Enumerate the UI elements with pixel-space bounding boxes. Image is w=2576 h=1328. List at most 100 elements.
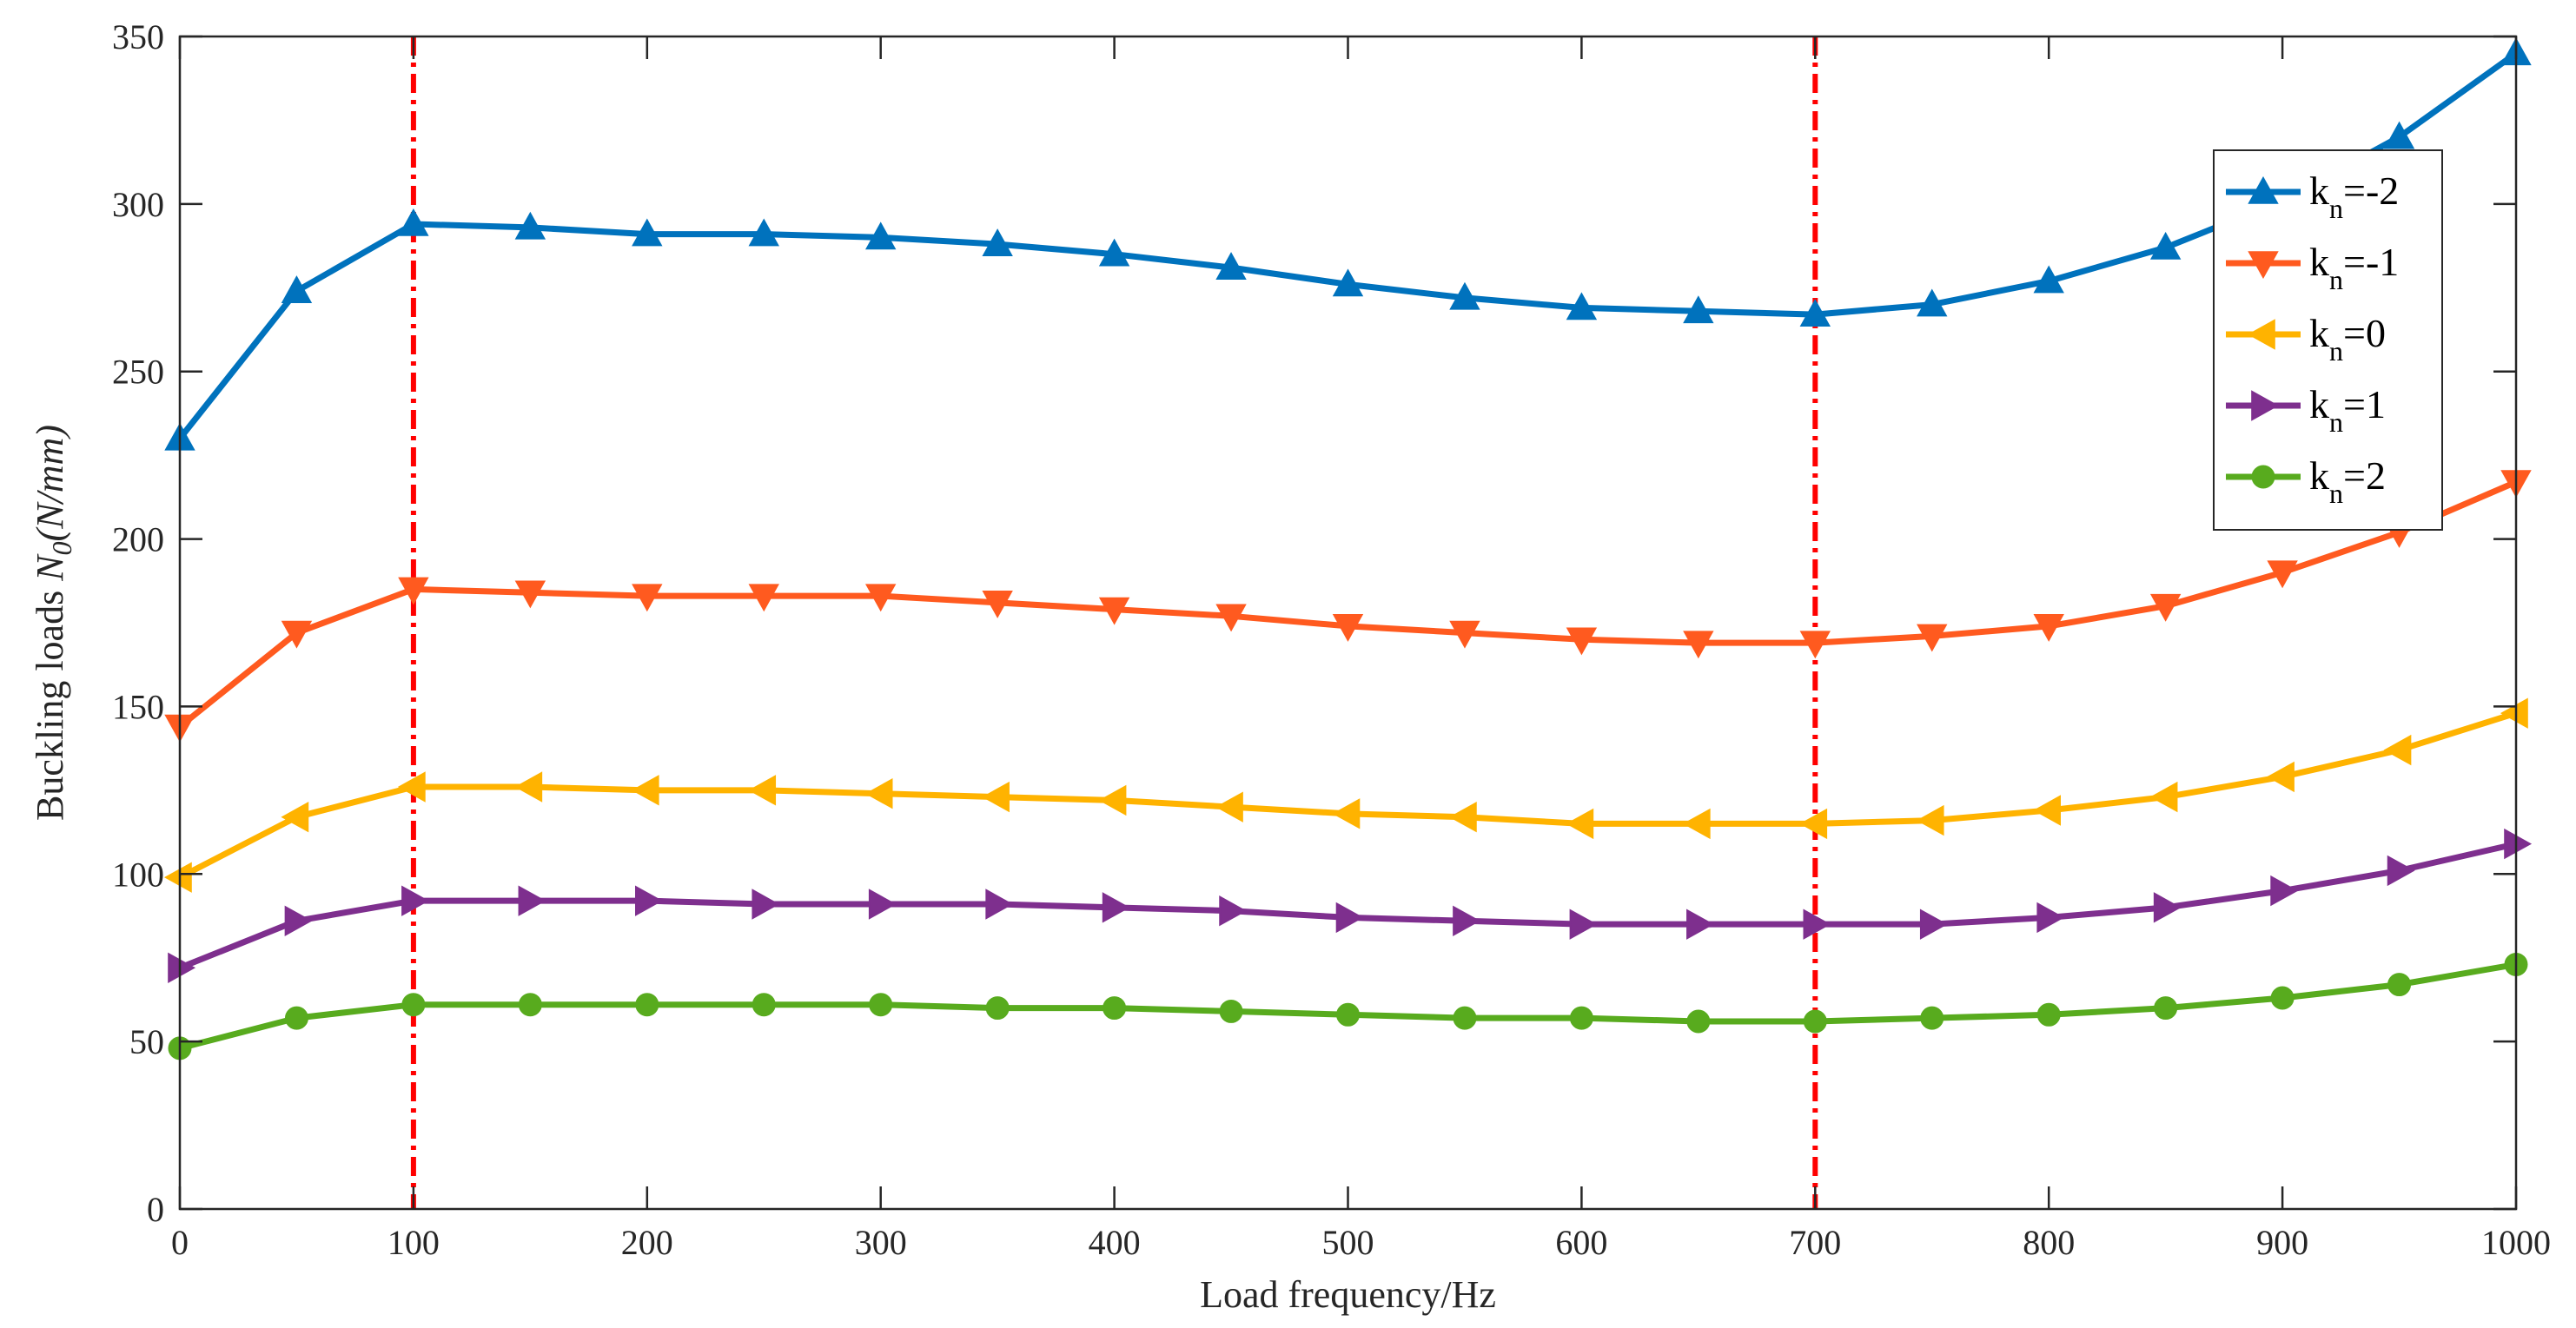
data-point (2267, 761, 2295, 793)
data-point (1566, 808, 1594, 840)
data-point (397, 771, 426, 803)
data-point (1919, 908, 1948, 940)
data-point (281, 275, 313, 303)
y-axis-title-unit: (N/mm) (29, 425, 71, 541)
legend-marker (2251, 465, 2275, 489)
data-point (632, 584, 663, 612)
legend: kn=-2kn=-1kn=0kn=1kn=2 (2213, 149, 2443, 531)
data-point (2036, 1002, 2061, 1027)
legend-marker (2247, 319, 2275, 350)
y-tick-label: 50 (129, 1022, 164, 1061)
legend-item: kn=2 (2226, 453, 2386, 509)
data-point (284, 1006, 308, 1030)
data-point (514, 211, 546, 240)
legend-marker (2248, 175, 2279, 204)
series-kn=-2 (164, 37, 2532, 451)
series-kn=0 (163, 697, 2528, 893)
data-point (2033, 265, 2064, 294)
x-tick-label: 900 (2256, 1223, 2308, 1262)
data-point (1803, 1009, 1827, 1034)
legend-marker (2248, 251, 2279, 280)
y-tick-label: 200 (112, 520, 164, 559)
data-point (518, 885, 546, 916)
data-point (1219, 999, 1243, 1023)
data-point (2154, 996, 2178, 1021)
data-point (1803, 908, 1831, 940)
legend-label: kn=2 (2309, 453, 2386, 509)
x-tick-label: 400 (1089, 1223, 1141, 1262)
data-point (2033, 614, 2064, 642)
data-point (1566, 627, 1598, 656)
data-point (632, 218, 663, 247)
data-point (284, 905, 313, 936)
data-point (1449, 620, 1480, 649)
data-point (1920, 1006, 1944, 1030)
data-point (752, 993, 776, 1017)
legend-label: kn=0 (2309, 311, 2386, 367)
y-tick-label: 0 (147, 1190, 164, 1229)
legend-box (2213, 149, 2443, 531)
x-tick-label: 700 (1789, 1223, 1841, 1262)
data-point (1799, 299, 1831, 327)
data-point (1917, 288, 1948, 317)
data-point (1448, 802, 1477, 833)
data-point (2033, 795, 2061, 826)
data-point (748, 775, 777, 806)
data-point (1215, 604, 1247, 632)
y-axis-title-symbol: N (29, 553, 71, 582)
data-point (865, 221, 897, 250)
y-axis-title-prefix: Buckling loads (29, 581, 71, 821)
data-point (514, 580, 546, 609)
data-point (168, 952, 196, 983)
y-tick-label: 100 (112, 855, 164, 894)
x-tick-label: 800 (2023, 1223, 2075, 1262)
y-tick-labels: 0 50 100 150 200 250 300 350 (112, 17, 164, 1229)
data-point (1102, 892, 1130, 923)
data-point (398, 208, 429, 236)
data-point (1335, 902, 1364, 934)
legend-label: kn=-2 (2309, 168, 2399, 224)
data-point (2149, 593, 2182, 622)
x-tick-label: 600 (1555, 1223, 1607, 1262)
data-point (1336, 1002, 1360, 1027)
data-point (2149, 231, 2182, 260)
x-tick-label: 100 (387, 1223, 440, 1262)
legend-label: kn=1 (2309, 382, 2386, 438)
data-point (1219, 895, 1248, 927)
y-tick-label: 250 (112, 353, 164, 392)
data-point (163, 862, 192, 893)
legend-label-rest: =-2 (2343, 168, 2399, 213)
x-tick-label: 0 (171, 1223, 189, 1262)
legend-item: kn=1 (2226, 382, 2386, 438)
y-axis-title-subscript: 0 (46, 541, 77, 555)
data-point (1569, 908, 1598, 940)
data-point (401, 993, 426, 1017)
legend-item: kn=0 (2226, 311, 2386, 367)
data-point (1453, 1006, 1477, 1030)
data-point (985, 889, 1014, 920)
y-tick-label: 150 (112, 687, 164, 726)
legend-label-main: k (2309, 168, 2329, 213)
x-axis-title: Load frequency/Hz (1200, 1273, 1496, 1316)
legend-label-sub: n (2329, 406, 2343, 438)
legend-label-rest: =2 (2343, 453, 2386, 498)
data-point (514, 771, 543, 803)
data-point (1332, 614, 1364, 642)
data-point (1215, 252, 1247, 280)
legend-label-sub: n (2329, 264, 2343, 295)
legend-label-main: k (2309, 382, 2329, 426)
data-point (752, 889, 780, 920)
data-point (518, 993, 542, 1017)
legend-item: kn=-1 (2226, 240, 2399, 295)
data-point (2267, 560, 2298, 589)
legend-label-rest: =0 (2343, 311, 2386, 355)
data-point (1682, 808, 1711, 840)
legend-label-main: k (2309, 453, 2329, 498)
data-point (1917, 624, 1948, 652)
data-point (1799, 631, 1831, 659)
data-point (868, 889, 897, 920)
legend-label-rest: =1 (2343, 382, 2386, 426)
legend-label-sub: n (2329, 193, 2343, 224)
